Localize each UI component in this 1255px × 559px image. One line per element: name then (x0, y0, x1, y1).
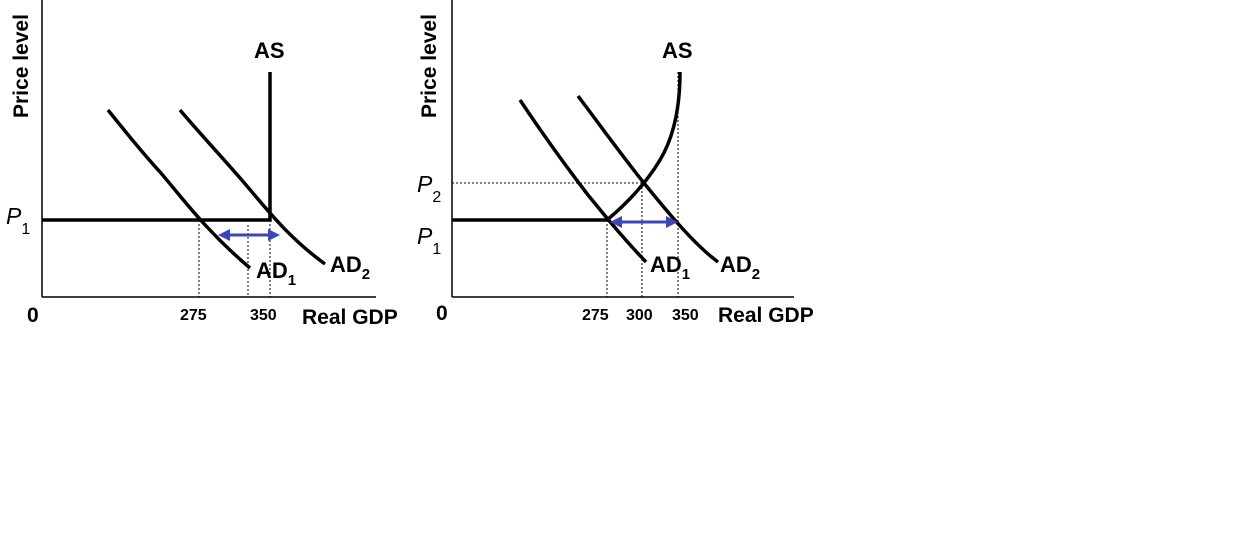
x-tick-275: 275 (180, 307, 207, 324)
ad2-label: AD2 (720, 252, 760, 283)
y-tick-p1: P1 (417, 223, 441, 258)
x-tick-350: 350 (672, 307, 699, 324)
ad2-curve (178, 108, 327, 266)
arrow-head-left (610, 216, 622, 228)
x-tick-350: 350 (250, 307, 277, 324)
y-axis-title: Price level (418, 14, 441, 118)
x-axis-title: Real GDP (302, 306, 398, 329)
chart-left-svg: Price level Real GDP 0 275 350 P1 AS AD1… (6, 0, 398, 329)
arrow-head-left (218, 229, 230, 241)
chart-left: Price level Real GDP 0 275 350 P1 AS AD1… (0, 0, 410, 335)
y-tick-p2: P2 (417, 171, 441, 206)
arrow-head-right (268, 229, 280, 241)
x-tick-300: 300 (626, 307, 653, 324)
as-label: AS (254, 38, 285, 63)
ad1-label: AD1 (256, 258, 296, 289)
origin-label: 0 (436, 302, 448, 325)
y-axis-title: Price level (10, 14, 33, 118)
chart-right-svg: Price level Real GDP 0 275 300 350 P2 P1… (417, 0, 814, 327)
ad1-curve (106, 108, 252, 270)
arrow-head-right (666, 216, 678, 228)
as-curve (452, 71, 682, 222)
y-tick-p1: P1 (6, 203, 30, 238)
as-curve (42, 72, 272, 222)
ad1-label: AD1 (650, 252, 690, 283)
as-label: AS (662, 38, 693, 63)
origin-label: 0 (27, 304, 39, 327)
ad2-curve (576, 94, 720, 264)
x-tick-275: 275 (582, 307, 609, 324)
x-axis-title: Real GDP (718, 304, 814, 327)
ad2-label: AD2 (330, 252, 370, 283)
ad1-curve (518, 99, 648, 264)
chart-right: Price level Real GDP 0 275 300 350 P2 P1… (410, 0, 820, 335)
